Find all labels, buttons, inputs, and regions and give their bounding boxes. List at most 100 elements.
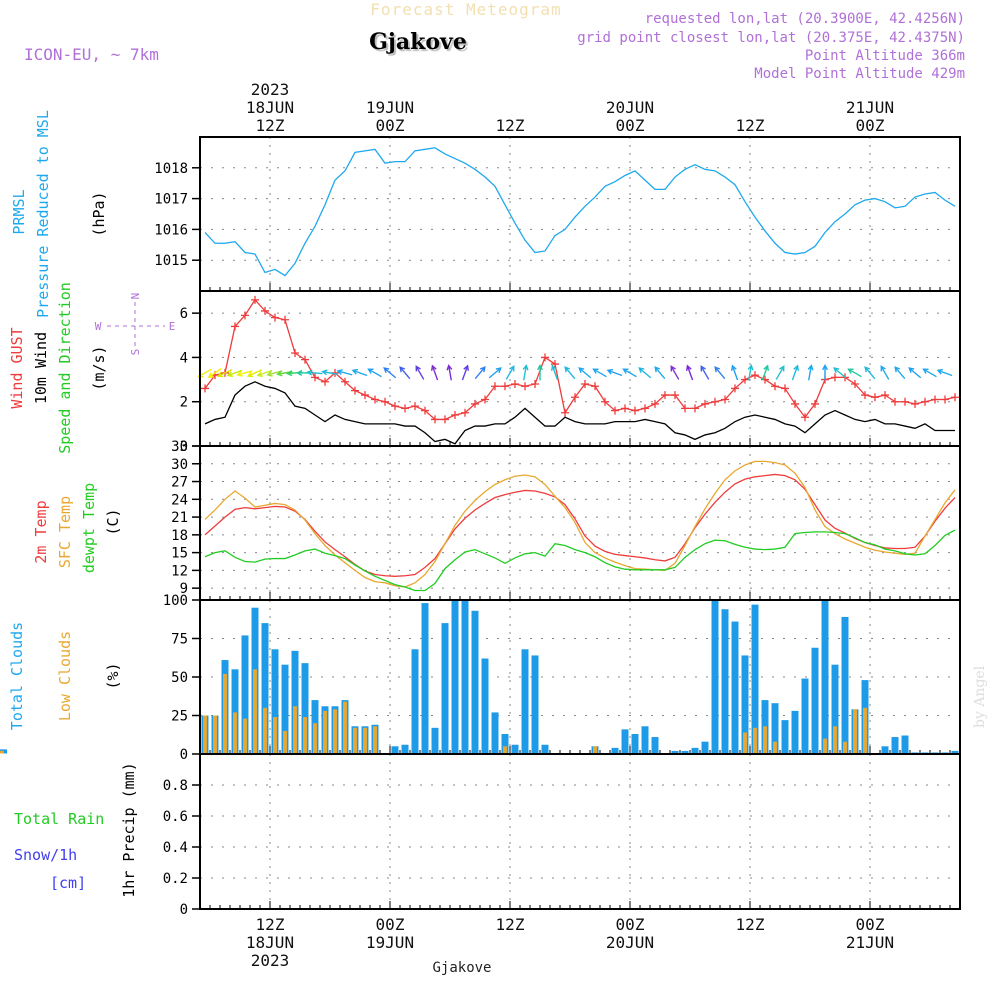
total-clouds-label: Total Clouds (8, 622, 26, 730)
pressure-series-prmsl (204, 147, 956, 277)
gust-marker (651, 399, 659, 408)
clouds-bar-total-clouds (701, 741, 709, 754)
clouds-bar-total-clouds (811, 647, 819, 754)
clouds-ytick-label: 0 (180, 747, 188, 763)
time-label-bottom: 12Z (736, 915, 765, 934)
clouds-bar-total-clouds (941, 752, 949, 754)
clouds-bar-low-clouds (243, 718, 247, 754)
wind-ytick-label: 0 (180, 439, 188, 455)
gust-marker (831, 373, 839, 382)
time-label-top: 00Z (616, 116, 645, 135)
wind-direction-arrow (446, 364, 453, 381)
gust-marker (731, 384, 739, 393)
gust-marker (931, 395, 939, 404)
gust-marker (381, 397, 389, 406)
time-label-bottom: 2023 (251, 951, 290, 970)
wind-direction-arrow (847, 368, 862, 378)
wind-direction-arrow (821, 363, 829, 381)
clouds-bar-total-clouds (521, 649, 529, 754)
wind-direction-arrow (415, 365, 425, 380)
clouds-bar-total-clouds (771, 703, 779, 754)
clouds-bar-low-clouds (773, 741, 777, 754)
wind-direction-arrow (399, 366, 411, 380)
wind-direction-arrow (461, 364, 470, 381)
clouds-bar-low-clouds (203, 715, 207, 754)
wind-panel: 0 2 4 6 (180, 291, 961, 455)
clouds-bar-total-clouds (411, 649, 419, 754)
temp-sfc-label: SFC Temp (56, 496, 74, 568)
wind-gust-label: Wind GUST (8, 327, 26, 408)
temperature-ytick-label: 27 (171, 475, 188, 491)
gust-marker (741, 375, 749, 384)
gust-marker (471, 399, 479, 408)
clouds-bar-low-clouds (753, 727, 757, 754)
time-label-bottom: 12Z (496, 915, 525, 934)
clouds-bar-total-clouds (421, 603, 429, 754)
clouds-bar-total-clouds (451, 600, 459, 754)
wind-direction-arrow (488, 367, 502, 379)
clouds-bar-total-clouds (281, 664, 289, 754)
clouds-bar-low-clouds (263, 707, 267, 754)
celsius-unit-label: (C) (104, 508, 122, 535)
clouds-bar-low-clouds (213, 715, 217, 754)
gust-marker (691, 404, 699, 413)
compass-north: N (129, 293, 142, 300)
temperature-series-dewpt-temp (204, 529, 956, 592)
clouds-bar-total-clouds (241, 635, 249, 754)
precip-frame (199, 753, 961, 910)
clouds-bar-total-clouds (621, 729, 629, 754)
clouds-bar-total-clouds (301, 663, 309, 754)
wind-direction-arrow (383, 367, 397, 379)
clouds-bar-total-clouds (471, 610, 479, 754)
gust-marker (591, 382, 599, 391)
temperature-ytick-label: 24 (171, 492, 188, 508)
gust-marker (771, 382, 779, 391)
gust-marker (681, 404, 689, 413)
clouds-bar-total-clouds (931, 752, 939, 754)
clouds-bar-low-clouds (343, 701, 347, 754)
clouds-bar-low-clouds (293, 706, 297, 754)
temperature-frame (199, 445, 961, 601)
prmsl-label: PRMSL (10, 189, 28, 234)
pressure-msl-label: Pressure Reduced to MSL (34, 110, 52, 318)
point-altitude: Point Altitude 366m (805, 48, 965, 64)
pressure-ytick-label: 1016 (154, 222, 188, 238)
clouds-bar-low-clouds (373, 726, 377, 754)
gust-marker (451, 411, 459, 419)
gust-marker (571, 393, 579, 402)
wind-direction-arrow (256, 369, 273, 377)
wind-direction-arrow (592, 368, 607, 378)
gust-marker (861, 391, 869, 400)
clouds-bar-low-clouds (593, 746, 597, 754)
pressure-frame (199, 136, 961, 292)
time-label-bottom: 00Z (616, 915, 645, 934)
compass-south: S (129, 349, 142, 356)
clouds-bar-low-clouds (863, 707, 867, 754)
wind-ytick-label: 6 (180, 306, 188, 322)
temperature-ytick-label: 15 (171, 546, 188, 562)
wind-direction-arrow (700, 365, 710, 380)
clouds-bar-low-clouds (763, 726, 767, 754)
temperature-ytick-label: 21 (171, 510, 188, 526)
gust-marker (601, 397, 609, 406)
gust-marker (441, 415, 449, 424)
wind-direction-arrow (880, 365, 890, 380)
gust-marker (241, 311, 249, 320)
temp-2m-label: 2m Temp (32, 500, 50, 563)
wind-direction-arrow (864, 366, 876, 380)
wind-direction-arrow (775, 365, 785, 380)
gust-marker (881, 391, 889, 400)
gust-marker (201, 384, 209, 393)
clouds-bar-total-clouds (841, 616, 849, 754)
clouds-bar-total-clouds (831, 664, 839, 754)
time-label-top: 19JUN (366, 98, 414, 117)
gust-marker (701, 399, 709, 408)
clouds-bar-total-clouds (261, 623, 269, 754)
clouds-bar-total-clouds (481, 658, 489, 754)
wind-direction-arrow (936, 368, 953, 377)
wind-direction-arrow (306, 369, 323, 376)
clouds-bar-total-clouds (951, 750, 959, 754)
clouds-bar-total-clouds (681, 750, 689, 754)
pressure-panel: 1015 1016 1017 1018 (154, 136, 961, 292)
